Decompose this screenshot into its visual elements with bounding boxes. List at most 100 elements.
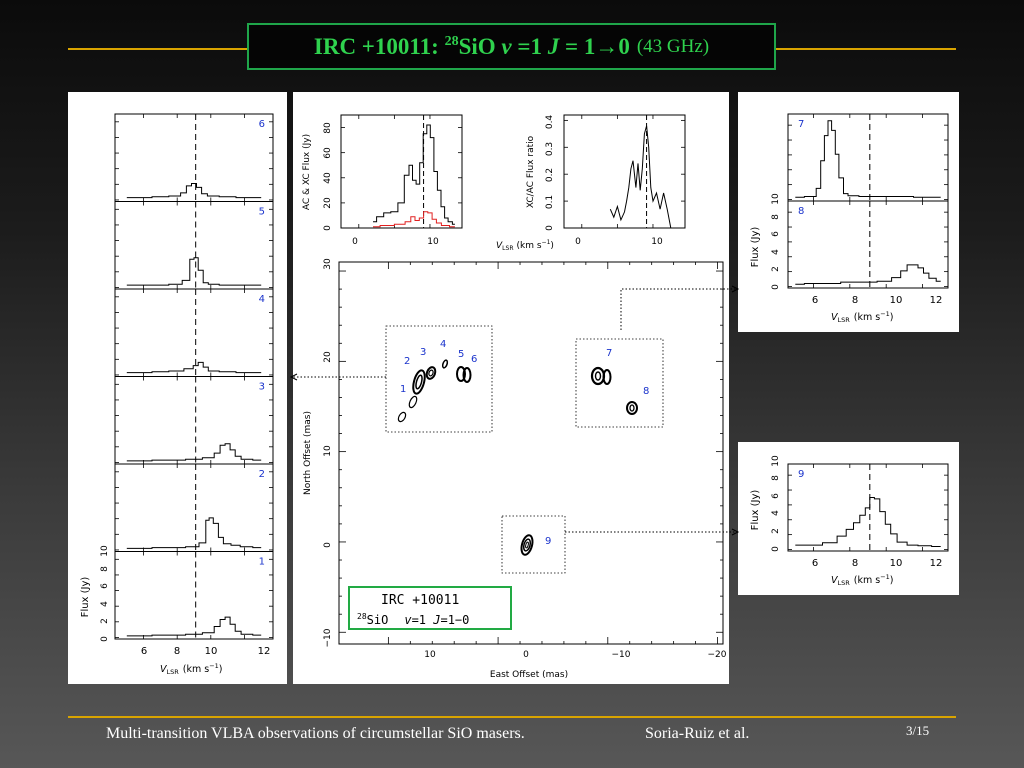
- spectrum-6-frame: [114, 113, 274, 202]
- ratio-ytick-0.1: 0.1: [545, 195, 555, 209]
- spectrum-8-line: [795, 264, 941, 285]
- spot-2-contour-outer: [412, 369, 426, 395]
- map-ticks: [339, 262, 723, 644]
- spectrum-8-ticks: [788, 201, 948, 288]
- br-ylabel: Flux (Jy): [750, 490, 761, 531]
- ratio-xtick-10: 10: [651, 237, 663, 247]
- vel-label-sub: LSR: [502, 245, 513, 252]
- spot-1-contour-outer: [397, 411, 407, 423]
- br-ytick-2: 2: [771, 528, 781, 534]
- br-xlabel-sub: LSR: [838, 579, 851, 587]
- spectrum-7-ticks: [788, 114, 948, 201]
- spectrum-1-line: [126, 616, 262, 637]
- ac-ylabel: AC & XC Flux (Jy): [302, 134, 312, 210]
- slide-title: IRC +10011: 28SiO v =1 J = 1→0 (43 GHz): [247, 23, 776, 70]
- title-v-var: v: [501, 33, 512, 59]
- spot-1-contour-inner: [408, 395, 418, 409]
- spectrum-8-frame: [787, 200, 949, 289]
- ratio-xtick-0: 0: [575, 237, 581, 247]
- ac-flux-line: [373, 124, 455, 225]
- map-xlabel: East Offset (mas): [490, 670, 568, 680]
- spectrum-7-label: 7: [798, 119, 804, 130]
- spot-label-5: 5: [458, 349, 464, 360]
- spot-8-contour-inner: [629, 404, 635, 412]
- title-molecule: SiO: [458, 33, 502, 59]
- left-xlabel-exp: −1: [209, 662, 219, 670]
- spectrum-4-ticks: [115, 289, 273, 377]
- map-yticklabels: −10 0 10 20 30: [323, 258, 333, 647]
- left-yticklabels: 0 2 4 6 8 10: [100, 545, 110, 642]
- spectrum-9-ticks: [788, 464, 948, 551]
- legend-mol: SiO: [367, 613, 389, 627]
- spot-7-contour-left: [590, 366, 606, 386]
- tr-ytick-4: 4: [771, 249, 781, 255]
- br-ytick-8: 8: [771, 475, 781, 481]
- left-ytick-2: 2: [100, 618, 110, 624]
- spectrum-1-ticks: [115, 551, 273, 639]
- title-isotope: 28: [444, 33, 459, 49]
- map-xticklabels: 10 0 −10 −20: [424, 650, 726, 660]
- left-ytick-4: 4: [100, 601, 110, 607]
- spot-label-2: 2: [404, 356, 410, 367]
- spot-4-contours: [441, 359, 449, 369]
- spectrum-4-line: [126, 361, 262, 374]
- spectrum-7-line: [795, 120, 941, 198]
- map-ytick-20: 20: [323, 351, 333, 363]
- tr-xlabel-unit: (km s: [854, 312, 880, 323]
- legend-transition: 28SiO v=1 J=1−0: [357, 612, 469, 627]
- br-xtick-8: 8: [852, 558, 858, 569]
- spot-3-contour-inner: [428, 369, 434, 377]
- map-frame: [338, 261, 724, 645]
- tr-ytick-6: 6: [771, 231, 781, 237]
- legend-j-eq: =1−0: [440, 613, 469, 627]
- title-j-var: J: [547, 33, 560, 59]
- tr-xlabel-v: V: [831, 312, 839, 323]
- ratio-ytick-0.2: 0.2: [545, 168, 555, 182]
- spectrum-1-label: 1: [259, 557, 265, 568]
- spectrum-6-line: [126, 183, 262, 199]
- spot-labels: 1 2 3 4 5 6 7 8 9: [400, 339, 649, 547]
- title-j-eq: = 1→0: [559, 33, 630, 59]
- footer-title: Multi-transition VLBA observations of ci…: [106, 725, 525, 742]
- br-yticklabels: 0 2 4 6 8 10: [771, 455, 781, 552]
- br-xtick-6: 6: [812, 558, 818, 569]
- ratio-line: [609, 125, 672, 229]
- map-ytick-0: 0: [323, 542, 333, 548]
- spectrum-4-frame: [114, 288, 274, 377]
- spectrum-7-frame: [787, 113, 949, 202]
- map-xtick--10: −10: [612, 650, 631, 660]
- spot-label-1: 1: [400, 384, 406, 395]
- center-panel: 0 20 40 60 80 AC & XC Flux (Jy) 0 10 0 0…: [293, 92, 729, 684]
- tr-ytick-0: 0: [771, 284, 781, 290]
- left-xtick-6: 6: [141, 646, 147, 657]
- spectrum-3-label: 3: [259, 382, 265, 393]
- ac-xc-frame: [340, 114, 463, 229]
- map-xtick-0: 0: [523, 650, 529, 660]
- spot-label-8: 8: [643, 386, 649, 397]
- spectrum-6-ticks: [115, 114, 273, 202]
- br-xlabel-unit: (km s: [854, 575, 880, 586]
- xc-flux-line: [373, 211, 455, 228]
- spectrum-5-ticks: [115, 201, 273, 289]
- spectrum-2-frame: [114, 463, 274, 552]
- tr-xlabel-close: ): [890, 312, 894, 323]
- map-legend-box: [348, 586, 512, 630]
- ratio-plot: [564, 115, 685, 229]
- br-xtick-10: 10: [890, 558, 903, 569]
- left-xlabel-v: V: [160, 664, 168, 675]
- left-xtick-10: 10: [205, 646, 218, 657]
- ratio-ytick-0: 0: [545, 225, 555, 231]
- spectrum-3-line: [126, 443, 262, 462]
- left-xlabel: VLSR (km s−1): [160, 662, 223, 676]
- left-xlabel-unit: (km s: [183, 664, 209, 675]
- ratio-frame: [563, 114, 686, 229]
- spot-2-contour-inner: [415, 374, 423, 390]
- left-spectra-plots: 6 5 4 3 2 1: [114, 113, 274, 640]
- spectrum-3-frame: [114, 376, 274, 465]
- center-figure: 0 20 40 60 80 AC & XC Flux (Jy) 0 10 0 0…: [302, 114, 727, 680]
- top-right-spectra-plots: 78: [787, 113, 949, 289]
- bottom-right-spectrum-figure: 9 0 2 4 6 8 10 Flux (Jy) 6 8 10 12 VLSR(…: [750, 455, 949, 587]
- ac-xtick-0: 0: [352, 237, 358, 247]
